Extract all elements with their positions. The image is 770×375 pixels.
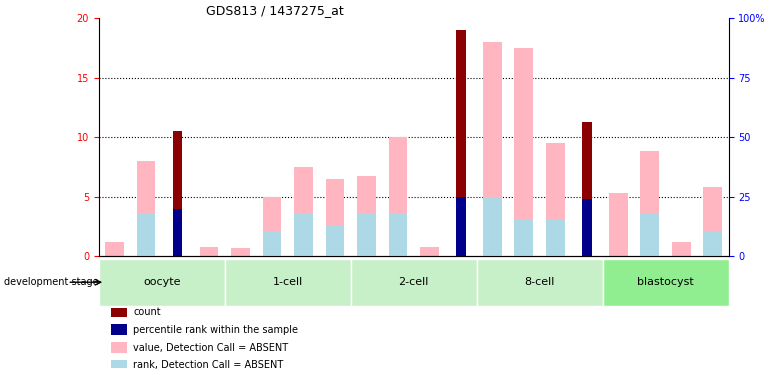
Bar: [112, 360, 127, 371]
Bar: [704, 232, 722, 256]
Bar: [704, 187, 722, 256]
Text: development stage: development stage: [4, 277, 99, 287]
Text: 1-cell: 1-cell: [273, 277, 303, 287]
Text: GDS813 / 1437275_at: GDS813 / 1437275_at: [206, 4, 343, 17]
Bar: [326, 179, 344, 256]
Bar: [514, 48, 534, 256]
Bar: [172, 209, 182, 256]
Text: percentile rank within the sample: percentile rank within the sample: [133, 325, 299, 335]
Bar: [136, 214, 156, 256]
Bar: [172, 131, 182, 256]
Bar: [389, 137, 407, 256]
Bar: [641, 214, 659, 256]
Text: 2-cell: 2-cell: [399, 277, 429, 287]
Text: oocyte: oocyte: [143, 277, 180, 287]
FancyBboxPatch shape: [225, 259, 350, 306]
Text: value, Detection Call = ABSENT: value, Detection Call = ABSENT: [133, 343, 289, 352]
Bar: [389, 214, 407, 256]
Bar: [199, 246, 219, 256]
Bar: [420, 246, 439, 256]
Bar: [357, 176, 376, 256]
Bar: [483, 42, 502, 256]
Text: blastocyst: blastocyst: [638, 277, 694, 287]
Bar: [294, 167, 313, 256]
Bar: [112, 342, 127, 353]
Bar: [231, 248, 250, 256]
Bar: [263, 196, 282, 256]
Bar: [112, 307, 127, 317]
Bar: [112, 324, 127, 335]
Text: 8-cell: 8-cell: [524, 277, 555, 287]
Bar: [263, 232, 282, 256]
Bar: [456, 30, 466, 256]
Bar: [546, 220, 565, 256]
Bar: [357, 214, 376, 256]
Bar: [456, 196, 466, 256]
Bar: [582, 122, 591, 256]
Bar: [641, 152, 659, 256]
FancyBboxPatch shape: [99, 259, 225, 306]
Text: rank, Detection Call = ABSENT: rank, Detection Call = ABSENT: [133, 360, 283, 370]
Bar: [326, 226, 344, 256]
Bar: [546, 143, 565, 256]
FancyBboxPatch shape: [477, 259, 603, 306]
Text: count: count: [133, 307, 161, 317]
Bar: [136, 161, 156, 256]
Bar: [105, 242, 124, 256]
FancyBboxPatch shape: [350, 259, 477, 306]
Bar: [514, 220, 534, 256]
Bar: [582, 199, 591, 256]
Bar: [672, 242, 691, 256]
Bar: [483, 196, 502, 256]
Bar: [294, 214, 313, 256]
FancyBboxPatch shape: [603, 259, 728, 306]
Bar: [609, 193, 628, 256]
